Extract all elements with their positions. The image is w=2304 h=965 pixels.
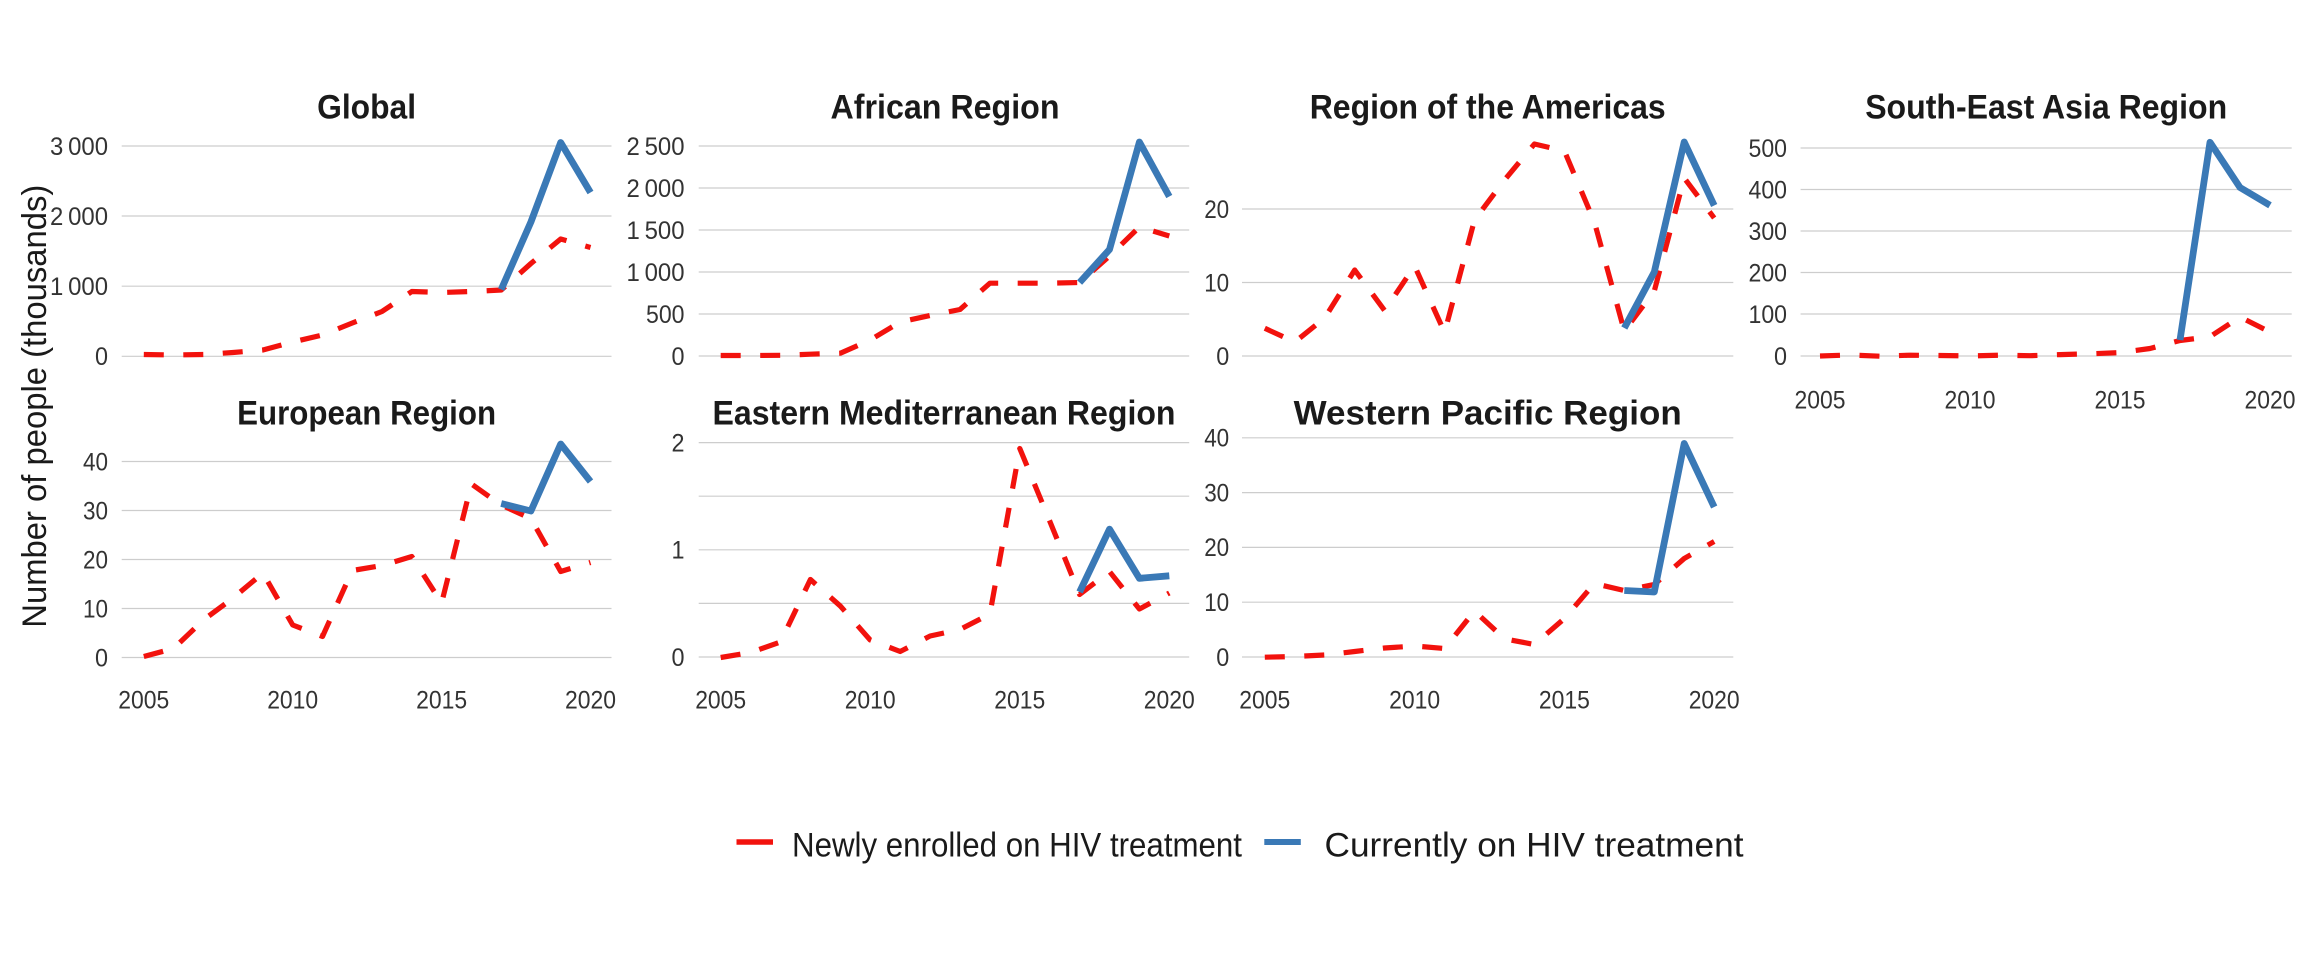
svg-text:2005: 2005 [1239,687,1290,715]
svg-text:2020: 2020 [565,687,616,715]
svg-text:0: 0 [95,343,108,371]
svg-text:300: 300 [1749,218,1788,246]
svg-text:2015: 2015 [1539,687,1590,715]
svg-text:3 000: 3 000 [50,133,108,161]
svg-text:20: 20 [1204,534,1229,562]
svg-text:400: 400 [1749,176,1788,204]
svg-text:500: 500 [646,301,685,329]
svg-text:0: 0 [1216,644,1229,672]
svg-text:10: 10 [1204,269,1229,297]
svg-text:1 000: 1 000 [627,259,685,287]
svg-text:2010: 2010 [267,687,318,715]
svg-text:Eastern Mediterranean Region: Eastern Mediterranean Region [713,395,1176,433]
svg-text:0: 0 [672,644,685,672]
svg-text:Region of the Americas: Region of the Americas [1310,89,1666,127]
svg-text:2 000: 2 000 [627,175,685,203]
svg-text:2: 2 [672,429,685,457]
svg-text:10: 10 [83,595,108,623]
svg-text:Number of people (thousands): Number of people (thousands) [16,185,54,628]
svg-text:2 500: 2 500 [627,133,685,161]
svg-text:2 000: 2 000 [50,203,108,231]
svg-text:2005: 2005 [118,687,169,715]
svg-text:2015: 2015 [994,687,1045,715]
svg-text:South-East Asia Region: South-East Asia Region [1865,89,2227,127]
svg-text:100: 100 [1749,301,1788,329]
svg-text:Global: Global [317,89,416,127]
svg-text:2005: 2005 [695,687,746,715]
svg-text:Newly enrolled on HIV treatmen: Newly enrolled on HIV treatment [792,827,1243,865]
svg-text:0: 0 [672,343,685,371]
svg-text:10: 10 [1204,589,1229,617]
svg-text:0: 0 [95,644,108,672]
svg-text:30: 30 [83,497,108,525]
svg-text:1 000: 1 000 [50,273,108,301]
svg-text:African Region: African Region [831,89,1060,127]
svg-text:500: 500 [1749,135,1788,163]
svg-text:0: 0 [1216,343,1229,371]
svg-text:European Region: European Region [237,395,496,433]
svg-text:20: 20 [1204,196,1229,224]
svg-text:40: 40 [1204,425,1229,453]
svg-text:Western Pacific Region: Western Pacific Region [1294,395,1682,433]
svg-text:Currently on HIV treatment: Currently on HIV treatment [1325,827,1745,865]
svg-text:2015: 2015 [2095,387,2146,415]
svg-text:0: 0 [1774,343,1787,371]
svg-text:1: 1 [672,537,685,565]
svg-text:30: 30 [1204,479,1229,507]
svg-text:2020: 2020 [1689,687,1740,715]
svg-text:20: 20 [83,546,108,574]
svg-text:200: 200 [1749,259,1788,287]
svg-text:2010: 2010 [1945,387,1996,415]
svg-text:2020: 2020 [1144,687,1195,715]
svg-text:2015: 2015 [416,687,467,715]
svg-text:2010: 2010 [1389,687,1440,715]
svg-text:2020: 2020 [2245,387,2296,415]
svg-text:2005: 2005 [1795,387,1846,415]
svg-text:40: 40 [83,448,108,476]
svg-text:2010: 2010 [845,687,896,715]
svg-text:1 500: 1 500 [627,217,685,245]
